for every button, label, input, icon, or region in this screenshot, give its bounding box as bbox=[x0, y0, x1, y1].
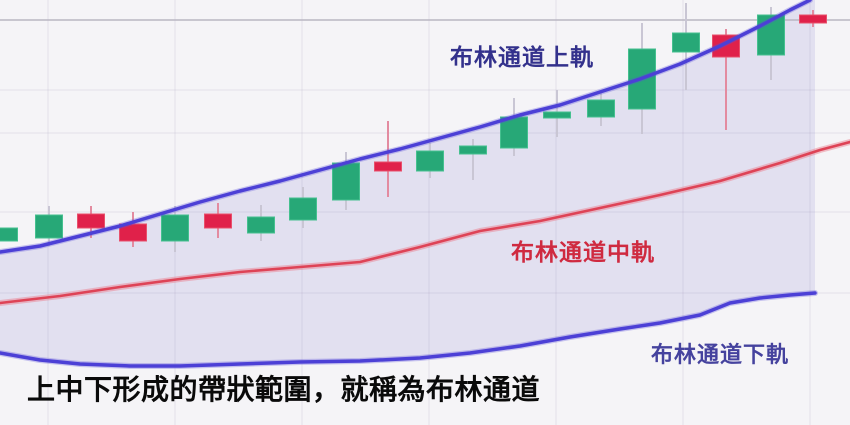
lower-band-line bbox=[0, 291, 817, 368]
candle-body-down bbox=[204, 213, 232, 229]
lower-band-label: 布林通道下軌 bbox=[651, 342, 790, 367]
candle-body-up bbox=[672, 32, 700, 53]
candle-body-down bbox=[119, 223, 147, 242]
middle-band-line bbox=[0, 140, 850, 305]
candle-body-up bbox=[0, 227, 18, 242]
caption-text: 上中下形成的帶狀範圍，就稱為布林通道 bbox=[27, 374, 541, 405]
candle-body-down bbox=[799, 14, 827, 24]
candle-body-up bbox=[161, 214, 189, 242]
candle-body-up bbox=[459, 145, 487, 155]
candle-body-down bbox=[77, 213, 105, 229]
middle-band-label: 布林通道中軌 bbox=[511, 239, 655, 265]
candle-body-up bbox=[247, 216, 275, 234]
candle-body-up bbox=[587, 99, 615, 118]
bollinger-band-fill bbox=[0, 0, 815, 366]
candle-body-up bbox=[543, 111, 571, 119]
candle-body-up bbox=[289, 197, 317, 221]
candle-body-up bbox=[35, 214, 63, 239]
upper-band-line bbox=[0, 0, 812, 254]
candle-body-up bbox=[416, 150, 444, 172]
candle-body-up bbox=[332, 162, 360, 201]
candle-body-down bbox=[374, 161, 402, 172]
upper-band-label: 布林通道上軌 bbox=[450, 44, 594, 70]
